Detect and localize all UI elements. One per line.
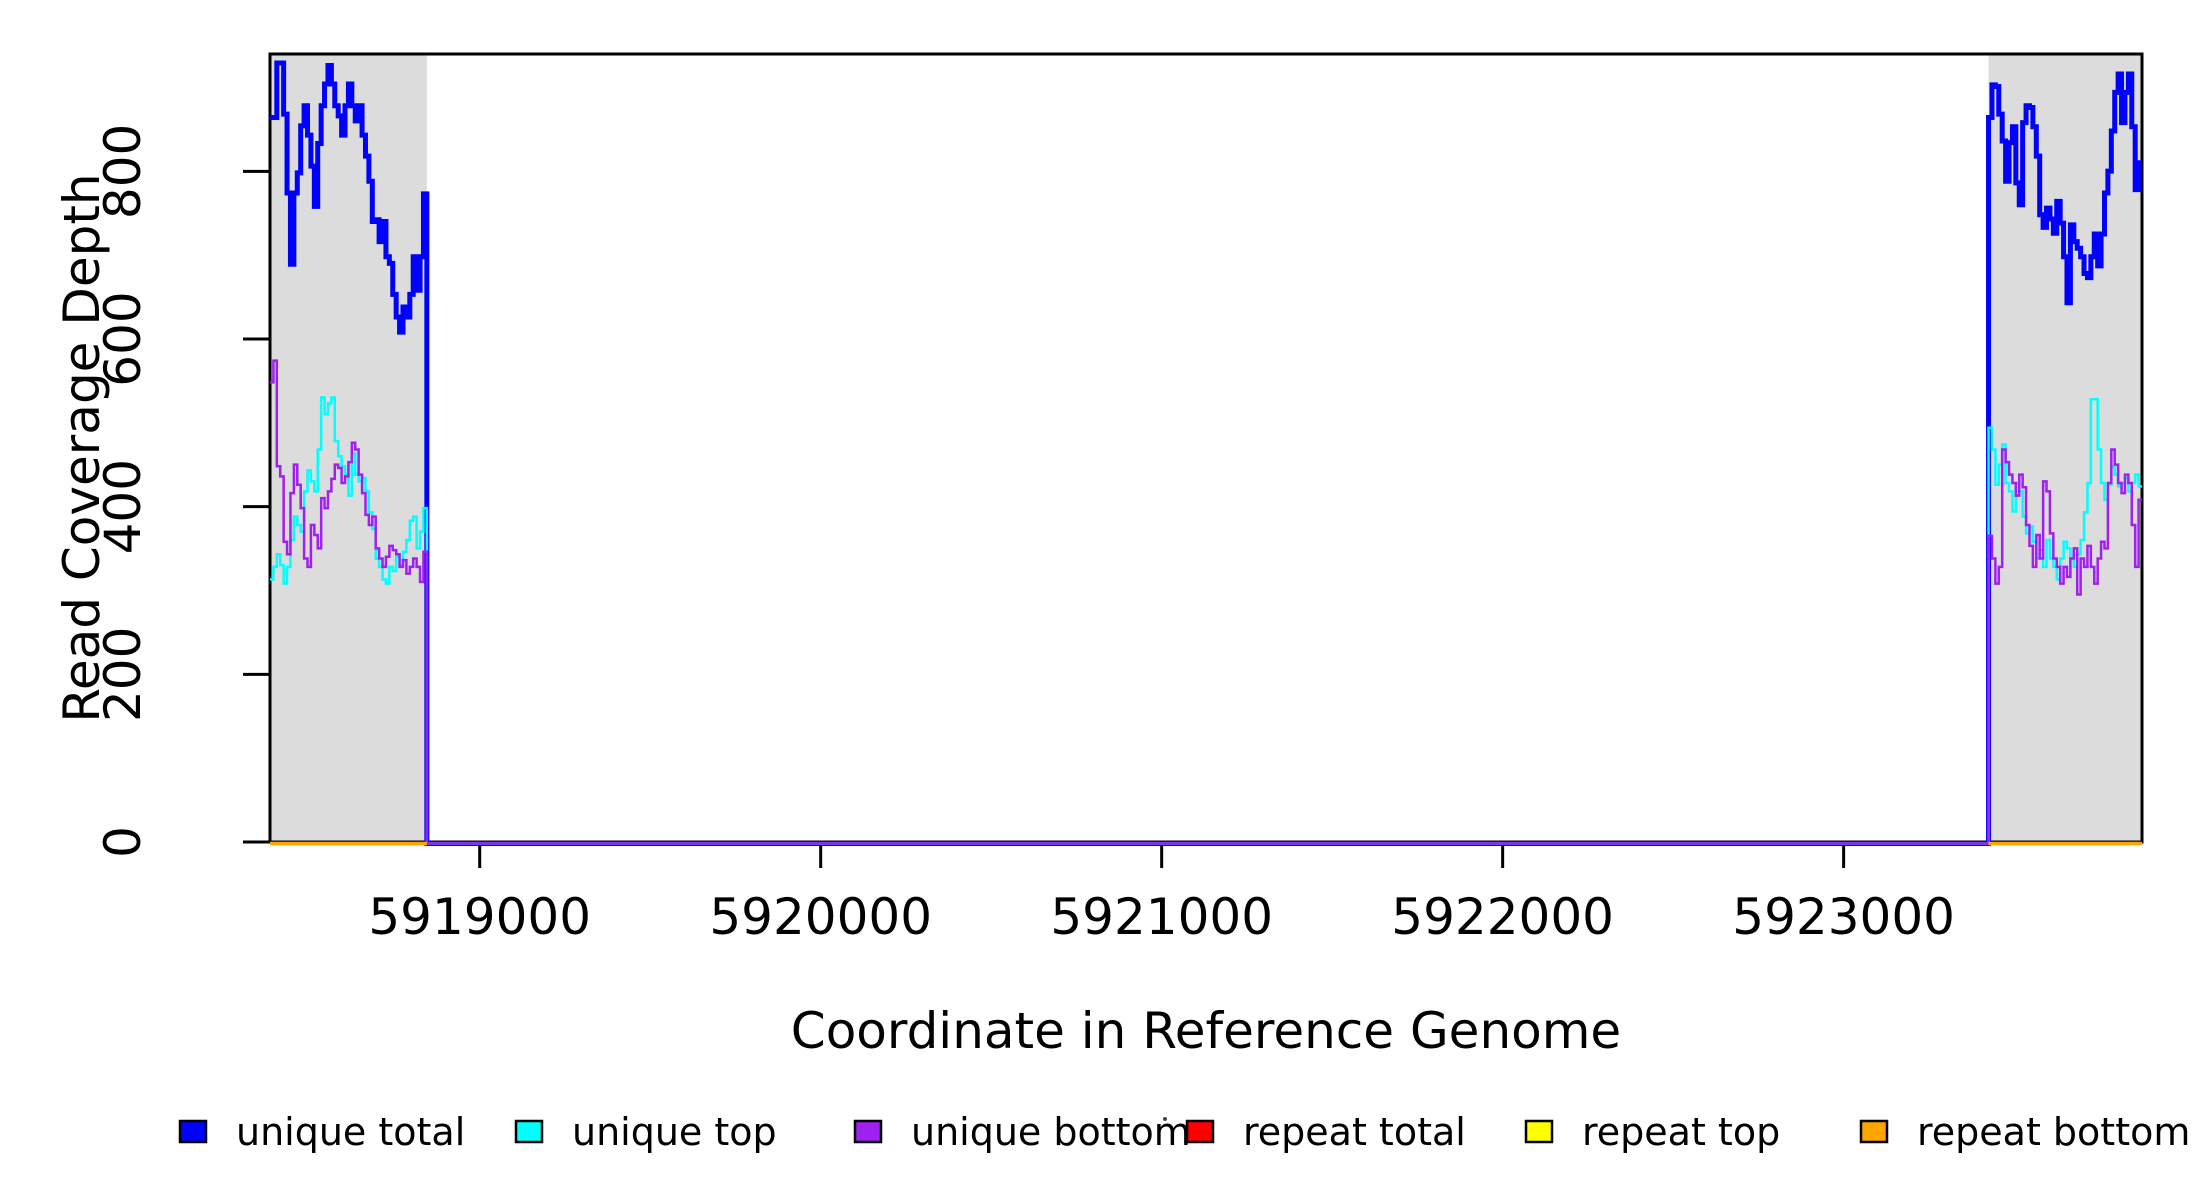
- y-axis-title: Read Coverage Depth: [53, 173, 111, 723]
- series-line-unique-bottom: [270, 359, 2142, 845]
- highlight-region: [270, 54, 427, 842]
- legend-swatch-unique-total: [178, 1119, 208, 1144]
- y-tick-label: 200: [94, 627, 152, 722]
- legend-label-repeat-total: repeat total: [1243, 1110, 1466, 1154]
- highlight-region: [1988, 54, 2142, 842]
- y-tick-label: 400: [94, 459, 152, 554]
- y-tick-label: 600: [94, 291, 152, 386]
- stray-dot: [1163, 1117, 1167, 1121]
- legend-label-unique-top: unique top: [572, 1110, 777, 1154]
- x-tick-label: 5920000: [709, 888, 932, 946]
- series-line-unique-total: [270, 60, 2142, 846]
- x-tick-label: 5922000: [1391, 888, 1614, 946]
- legend-label-repeat-bottom: repeat bottom: [1917, 1110, 2190, 1154]
- x-tick-label: 5919000: [368, 888, 591, 946]
- y-tick-label: 0: [94, 826, 152, 858]
- x-tick-label: 5923000: [1732, 888, 1955, 946]
- legend-swatch-repeat-top: [1524, 1119, 1554, 1144]
- legend-swatch-repeat-total: [1185, 1119, 1215, 1144]
- plot-frame: [268, 52, 2144, 844]
- legend-label-unique-bottom: unique bottom: [911, 1110, 1191, 1154]
- legend-swatch-unique-bottom: [853, 1119, 883, 1144]
- legend-label-repeat-top: repeat top: [1582, 1110, 1780, 1154]
- series-line-unique-top: [270, 396, 2142, 845]
- legend-swatch-unique-top: [514, 1119, 544, 1144]
- legend-swatch-repeat-bottom: [1859, 1119, 1889, 1144]
- y-tick-label: 800: [94, 124, 152, 219]
- x-axis-title: Coordinate in Reference Genome: [790, 1002, 1622, 1060]
- x-tick-label: 5921000: [1050, 888, 1273, 946]
- legend-label-unique-total: unique total: [236, 1110, 465, 1154]
